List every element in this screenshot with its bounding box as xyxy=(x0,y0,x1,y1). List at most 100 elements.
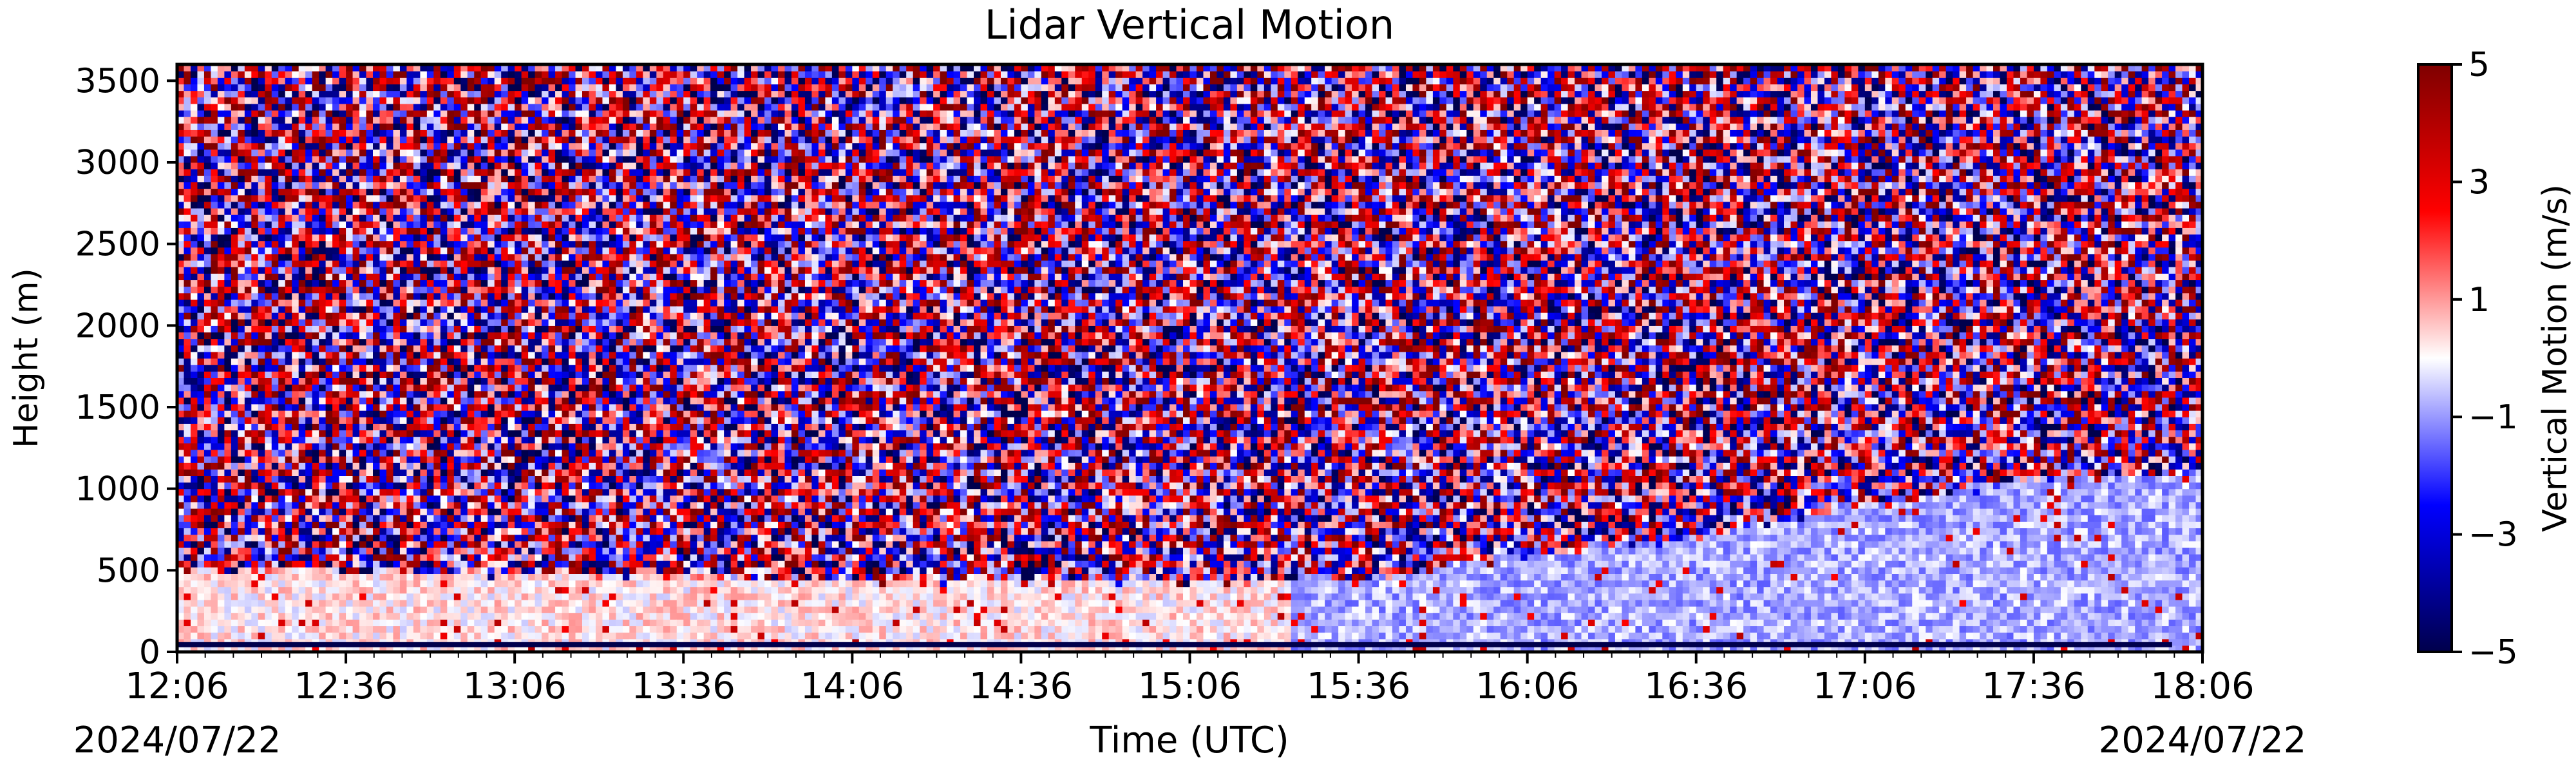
heatmap-cell xyxy=(474,306,481,313)
heatmap-cell xyxy=(468,625,475,633)
heatmap-cell xyxy=(319,633,326,640)
heatmap-cell xyxy=(433,143,440,150)
heatmap-cell xyxy=(393,397,400,405)
heatmap-cell xyxy=(454,489,461,496)
heatmap-cell xyxy=(224,508,231,515)
heatmap-cell xyxy=(211,619,218,626)
heatmap-cell xyxy=(272,339,279,346)
heatmap-cell xyxy=(542,548,549,555)
heatmap-cell xyxy=(542,567,549,574)
heatmap-cell xyxy=(522,84,529,91)
heatmap-cell xyxy=(258,156,265,163)
heatmap-cell xyxy=(515,71,522,78)
heatmap-cell xyxy=(238,502,245,509)
heatmap-cell xyxy=(474,91,481,98)
heatmap-cell xyxy=(535,345,542,352)
heatmap-cell xyxy=(406,129,413,137)
heatmap-cell xyxy=(346,175,353,182)
heatmap-cell xyxy=(204,371,211,378)
heatmap-cell xyxy=(468,221,475,228)
heatmap-cell xyxy=(393,234,400,241)
heatmap-cell xyxy=(400,541,407,548)
heatmap-cell xyxy=(413,208,421,215)
heatmap-cell xyxy=(292,221,299,228)
heatmap-cell xyxy=(386,633,393,640)
heatmap-cell xyxy=(522,149,529,157)
heatmap-cell xyxy=(218,312,225,320)
heatmap-cell xyxy=(433,554,440,561)
heatmap-cell xyxy=(245,554,252,561)
heatmap-cell xyxy=(460,391,468,398)
heatmap-cell xyxy=(292,91,299,98)
heatmap-cell xyxy=(468,410,475,417)
heatmap-cell xyxy=(454,254,461,261)
heatmap-cell xyxy=(251,129,258,137)
heatmap-cell xyxy=(515,567,522,574)
heatmap-cell xyxy=(211,267,218,274)
heatmap-cell xyxy=(433,110,440,117)
heatmap-cell xyxy=(326,404,333,411)
heatmap-cell xyxy=(373,502,380,509)
heatmap-cell xyxy=(312,300,319,307)
heatmap-cell xyxy=(238,385,245,392)
heatmap-cell xyxy=(204,417,211,424)
heatmap-cell xyxy=(305,247,312,254)
heatmap-cell xyxy=(312,580,319,587)
heatmap-cell xyxy=(332,293,339,300)
heatmap-cell xyxy=(265,267,272,274)
heatmap-cell xyxy=(522,215,529,222)
heatmap-cell xyxy=(508,227,515,234)
heatmap-cell xyxy=(454,195,461,202)
heatmap-cell xyxy=(319,227,326,234)
heatmap-cell xyxy=(501,580,508,587)
heatmap-cell xyxy=(366,234,374,241)
heatmap-cell xyxy=(204,352,211,359)
heatmap-cell xyxy=(332,606,339,613)
heatmap-cell xyxy=(528,71,535,78)
heatmap-cell xyxy=(184,175,191,182)
heatmap-cell xyxy=(454,358,461,365)
heatmap-cell xyxy=(380,587,387,594)
heatmap-cell xyxy=(460,287,468,294)
heatmap-cell xyxy=(184,241,191,248)
heatmap-cell xyxy=(218,267,225,274)
heatmap-cell xyxy=(258,521,265,528)
heatmap-cell xyxy=(319,377,326,385)
heatmap-cell xyxy=(373,619,380,626)
heatmap-cell xyxy=(278,325,285,332)
heatmap-cell xyxy=(231,560,238,568)
heatmap-cell xyxy=(292,280,299,287)
heatmap-cell xyxy=(413,633,421,640)
heatmap-cell xyxy=(515,195,522,202)
heatmap-cell xyxy=(400,169,407,176)
heatmap-cell xyxy=(535,580,542,587)
heatmap-cell xyxy=(454,450,461,457)
heatmap-cell xyxy=(251,502,258,509)
heatmap-cell xyxy=(400,319,407,326)
heatmap-cell xyxy=(393,443,400,450)
heatmap-cell xyxy=(285,97,292,104)
heatmap-cell xyxy=(535,430,542,437)
heatmap-cell xyxy=(481,502,488,509)
heatmap-cell xyxy=(359,136,366,143)
heatmap-cell xyxy=(535,508,542,515)
heatmap-cell xyxy=(245,541,252,548)
heatmap-cell xyxy=(549,600,556,607)
heatmap-cell xyxy=(495,633,502,640)
heatmap-cell xyxy=(292,633,299,640)
heatmap-cell xyxy=(542,267,549,274)
heatmap-cell xyxy=(339,91,346,98)
heatmap-cell xyxy=(393,247,400,254)
heatmap-cell xyxy=(508,273,515,280)
heatmap-cell xyxy=(535,129,542,137)
heatmap-cell xyxy=(522,143,529,150)
heatmap-cell xyxy=(312,169,319,176)
heatmap-cell xyxy=(251,312,258,320)
heatmap-cell xyxy=(272,110,279,117)
heatmap-cell xyxy=(501,156,508,163)
heatmap-cell xyxy=(373,162,380,169)
heatmap-cell xyxy=(474,371,481,378)
heatmap-cell xyxy=(332,358,339,365)
heatmap-cell xyxy=(204,169,211,176)
heatmap-cell xyxy=(535,293,542,300)
